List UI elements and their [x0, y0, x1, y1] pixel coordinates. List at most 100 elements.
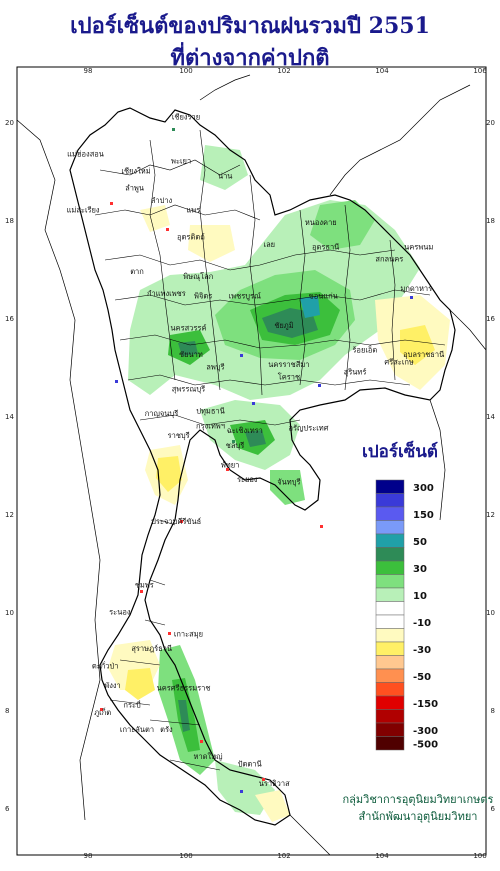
- legend-swatch: [375, 641, 405, 656]
- lon-tick-top: 106: [473, 67, 487, 75]
- credit-line1: กลุ่มวิชาการอุตุนิยมวิทยาเกษตร: [343, 793, 494, 806]
- place-label: ระยอง: [237, 475, 258, 484]
- legend-label: -50: [413, 672, 431, 683]
- place-label: แพร่: [186, 206, 200, 215]
- place-label: กาญจนบุรี: [145, 409, 178, 418]
- place-label: เกาะสมุย: [174, 630, 203, 639]
- place-label: หาดใหญ่: [194, 752, 223, 761]
- lon-tick-top: 98: [84, 67, 93, 75]
- legend-swatch: [375, 628, 405, 643]
- legend: เปอร์เซ็นต์ 300 150 50 30 10 -10 -30 -50 -150 -30…: [362, 439, 438, 751]
- place-label: ลำปาง: [151, 196, 173, 205]
- place-label: นครราชสีมา: [268, 360, 309, 369]
- place-label: พังงา: [104, 681, 120, 690]
- place-label: แม่ฮ่องสอน: [67, 149, 104, 158]
- legend-swatch: [375, 547, 405, 562]
- credit-line2: สำนักพัฒนาอุตุนิยมวิทยา: [359, 810, 478, 823]
- legend-swatch: [375, 520, 405, 535]
- place-label: อุตรดิตถ์: [177, 233, 205, 242]
- place-label: นครสวรรค์: [170, 323, 206, 332]
- legend-swatch: [375, 736, 405, 751]
- place-label: ราชบุรี: [168, 431, 190, 440]
- legend-label: 50: [413, 537, 427, 548]
- legend-title: เปอร์เซ็นต์: [362, 439, 438, 462]
- place-label: เลย: [264, 240, 276, 249]
- lat-tick-right: 14: [486, 413, 495, 421]
- place-label: ชัยนาท: [179, 350, 203, 359]
- place-label: เกาะลันตา: [120, 725, 154, 734]
- place-label: ชัยภูมิ: [274, 321, 293, 330]
- neighbour-borders: [16, 74, 487, 856]
- place-label: ร้อยเอ็ด: [352, 344, 377, 354]
- legend-swatch: [375, 655, 405, 670]
- legend-label: -10: [413, 618, 431, 629]
- place-label: ประจวบคีรีขันธ์: [151, 517, 201, 526]
- place-label: ชลบุรี: [226, 441, 244, 450]
- lon-tick-top: 100: [179, 67, 192, 75]
- place-label: พะเยา: [171, 157, 191, 166]
- lat-tick-left: 12: [5, 511, 14, 519]
- place-label: ตะกั่วป่า: [92, 660, 119, 670]
- legend-label: -300: [413, 726, 438, 737]
- lat-tick-right: 20: [486, 119, 495, 127]
- legend-swatch: [375, 709, 405, 724]
- lat-tick-right: 12: [486, 511, 495, 519]
- lat-tick-left: 14: [5, 413, 14, 421]
- lon-tick-bottom: 104: [375, 852, 389, 860]
- lat-tick-right: 10: [486, 609, 495, 617]
- place-label: อุดรธานี: [312, 242, 339, 251]
- place-label: ปทุมธานี: [196, 407, 225, 416]
- legend-swatch: [375, 479, 405, 494]
- legend-swatch: [375, 682, 405, 697]
- place-label: สุรินทร์: [344, 367, 367, 376]
- legend-swatch: [375, 695, 405, 710]
- province-borders: [94, 129, 446, 771]
- lat-tick-left: 16: [5, 315, 14, 323]
- legend-swatch: [375, 560, 405, 575]
- legend-swatch: [375, 601, 405, 616]
- place-label: เชียงราย: [172, 113, 200, 122]
- legend-label: -30: [413, 645, 431, 656]
- legend-label: 10: [413, 591, 427, 602]
- legend-swatch: [375, 722, 405, 737]
- legend-swatch: [375, 574, 405, 589]
- place-label: สุราษฎร์ธานี: [131, 644, 172, 653]
- lat-tick-left: 18: [5, 217, 14, 225]
- place-label: ลำพูน: [125, 184, 144, 193]
- place-label: อรัญประเทศ: [288, 424, 328, 433]
- legend-swatch: [375, 614, 405, 629]
- place-label: น่าน: [218, 171, 232, 180]
- place-label: มุกดาหาร: [400, 284, 432, 293]
- legend-label: -500: [413, 739, 438, 750]
- place-label: ตรัง: [160, 725, 173, 734]
- lat-tick-left: 6: [5, 805, 10, 813]
- lon-tick-bottom: 106: [473, 852, 487, 860]
- place-label: ลพบุรี: [206, 362, 224, 371]
- lon-tick-top: 102: [277, 67, 290, 75]
- station-markers: [100, 128, 413, 793]
- legend-swatch: [375, 668, 405, 683]
- lat-tick-left: 10: [5, 609, 14, 617]
- place-label: หนองคาย: [305, 218, 337, 227]
- legend-swatch: [375, 493, 405, 508]
- lat-tick-left: 8: [5, 707, 9, 715]
- lat-tick-right: 16: [486, 315, 495, 323]
- lat-tick-right: 8: [491, 707, 495, 715]
- legend-label: 300: [413, 483, 434, 494]
- place-label: เชียงใหม่: [121, 166, 150, 175]
- place-label: ชุมพร: [135, 581, 154, 590]
- legend-swatch: [375, 506, 405, 521]
- rainfall-anomaly-field: [108, 145, 450, 822]
- place-label: นครพนม: [404, 242, 433, 251]
- place-label: โคราช: [278, 372, 300, 381]
- place-label: พิจิตร: [194, 291, 212, 300]
- place-label: เพชรบูรณ์: [229, 291, 261, 300]
- place-label: ขอนแก่น: [309, 291, 338, 300]
- lon-tick-bottom: 98: [84, 852, 93, 860]
- lon-tick-top: 104: [375, 67, 389, 75]
- place-label: กระบี่: [123, 700, 141, 710]
- place-label: กำแพงเพชร: [147, 289, 186, 298]
- place-label: พัทยา: [221, 460, 240, 469]
